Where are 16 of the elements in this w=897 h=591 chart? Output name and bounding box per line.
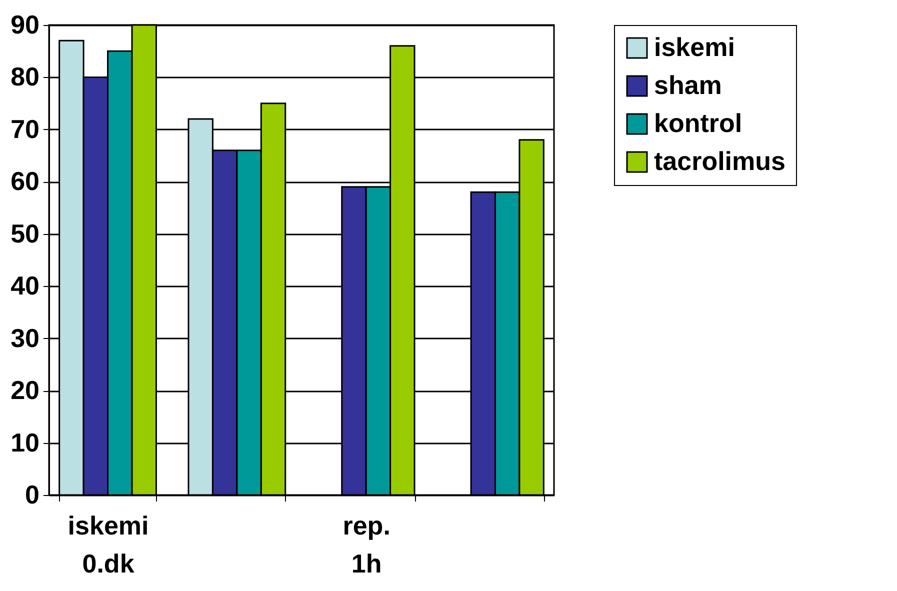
- y-tick-label: 30: [10, 322, 40, 353]
- y-tick-label: 20: [10, 375, 40, 406]
- legend-label: iskemi: [654, 32, 735, 62]
- y-tick-label: 70: [10, 114, 40, 144]
- legend-label: tacrolimus: [654, 146, 786, 176]
- y-tick-label: 80: [10, 62, 40, 92]
- y-tick-label: 60: [10, 166, 40, 196]
- y-tick-label: 10: [10, 427, 40, 458]
- legend-label: kontrol: [654, 108, 742, 138]
- y-tick-label: 90: [10, 10, 40, 40]
- y-tick-label: 50: [10, 218, 40, 248]
- x-tick-label: rep. 1h: [342, 510, 390, 578]
- x-tick-label: iskemi 0.dk: [68, 510, 149, 578]
- legend-label: sham: [654, 70, 722, 100]
- y-tick-label: 40: [10, 270, 40, 301]
- y-tick-label: 0: [25, 480, 40, 510]
